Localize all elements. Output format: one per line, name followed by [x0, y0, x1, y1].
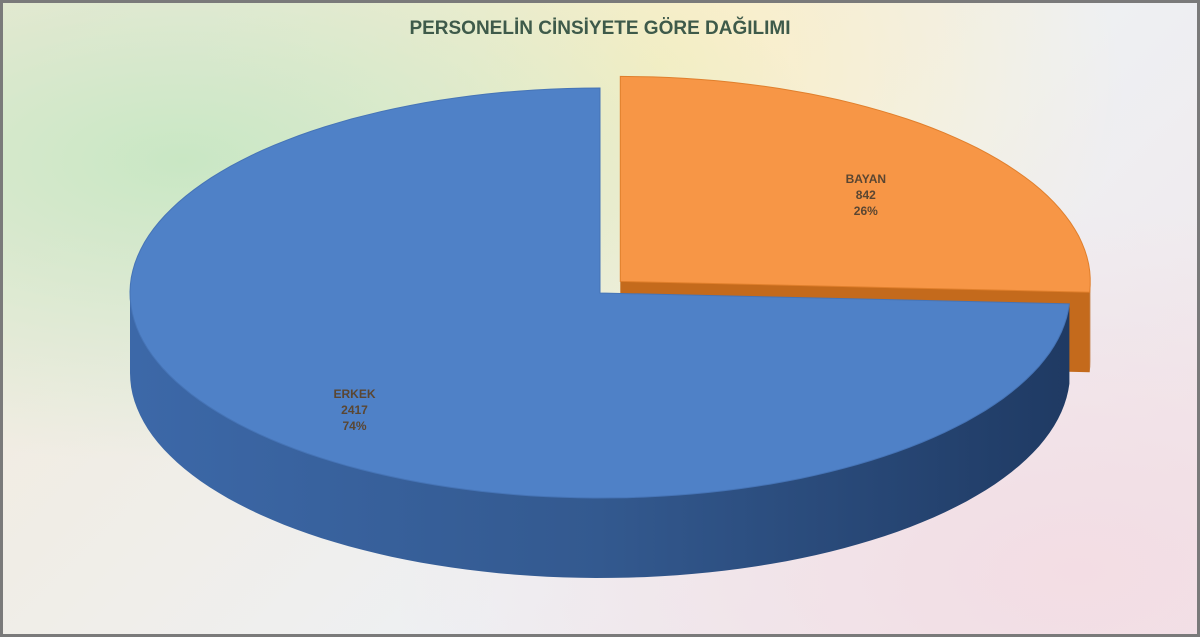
label-name: BAYAN — [846, 172, 886, 186]
label-percent: 26% — [854, 204, 878, 218]
chart-title: PERSONELİN CİNSİYETE GÖRE DAĞILIMI — [409, 17, 790, 39]
label-percent: 74% — [342, 419, 366, 433]
chart: PERSONELİN CİNSİYETE GÖRE DAĞILIMI BAYAN… — [3, 3, 1197, 634]
label-value: 2417 — [341, 403, 368, 417]
label-name: ERKEK — [334, 387, 376, 401]
pie-slice-side — [1090, 281, 1091, 372]
label-value: 842 — [856, 188, 876, 202]
chart-frame: PERSONELİN CİNSİYETE GÖRE DAĞILIMI BAYAN… — [0, 0, 1200, 637]
